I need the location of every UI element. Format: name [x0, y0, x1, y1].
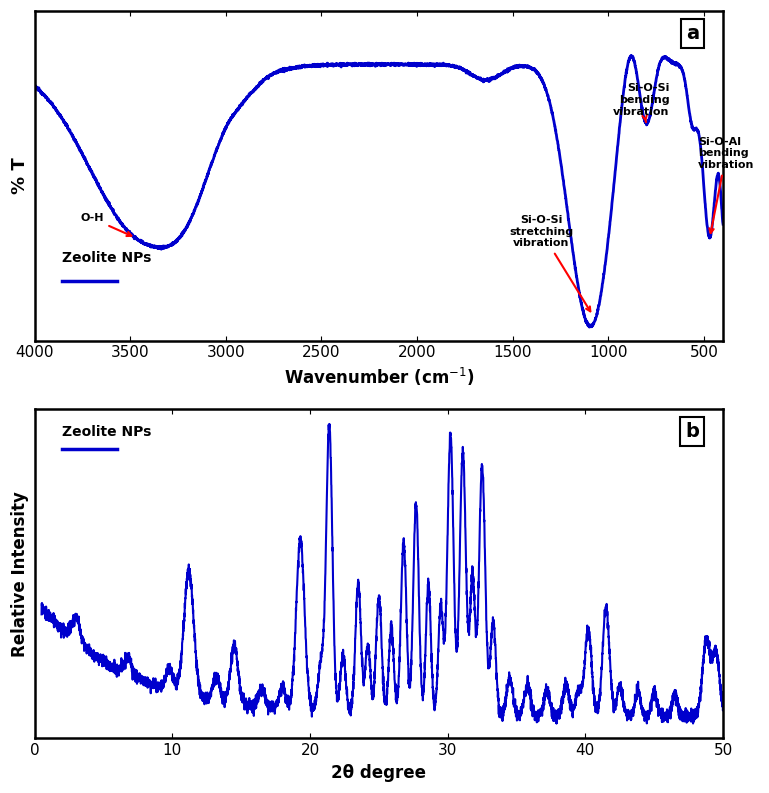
Text: Si-O-Si
bending
vibration: Si-O-Si bending vibration: [613, 83, 670, 122]
Y-axis label: Relative Intensity: Relative Intensity: [11, 491, 29, 657]
X-axis label: Wavenumber (cm$^{-1}$): Wavenumber (cm$^{-1}$): [284, 366, 474, 388]
Text: Si-O-Al
bending
vibration: Si-O-Al bending vibration: [698, 137, 754, 233]
Text: Zeolite NPs: Zeolite NPs: [62, 251, 151, 265]
Text: Zeolite NPs: Zeolite NPs: [62, 424, 151, 439]
X-axis label: 2θ degree: 2θ degree: [331, 764, 426, 782]
Text: b: b: [685, 422, 699, 441]
Text: a: a: [686, 25, 699, 44]
Y-axis label: % T: % T: [11, 158, 29, 194]
Text: Si-O-Si
stretching
vibration: Si-O-Si stretching vibration: [509, 215, 591, 312]
Text: O-H: O-H: [80, 213, 131, 236]
